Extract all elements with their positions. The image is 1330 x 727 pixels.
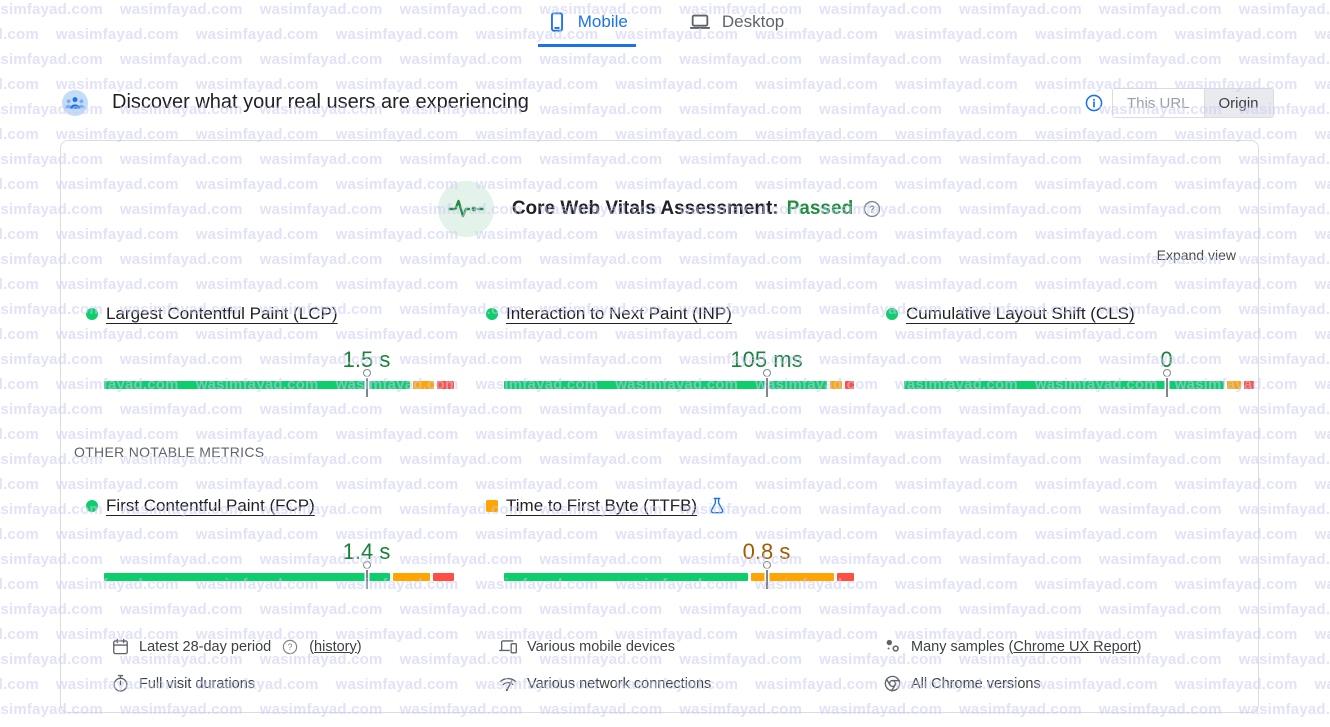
detail-devices: Various mobile devices xyxy=(498,637,675,656)
assessment-status: Passed xyxy=(786,198,854,219)
samples-suffix: ) xyxy=(1136,638,1142,655)
samples-icon xyxy=(886,639,899,652)
inp-distribution-bar xyxy=(504,381,854,389)
origin-button[interactable]: Origin xyxy=(1203,89,1273,117)
svg-text:?: ? xyxy=(288,642,293,652)
help-icon[interactable]: ? xyxy=(863,200,881,218)
laptop-icon xyxy=(689,14,710,29)
fcp-label[interactable]: First Contentful Paint (FCP) xyxy=(106,496,315,515)
ttfb-label[interactable]: Time to First Byte (TTFB) xyxy=(506,496,698,515)
field-data-card: Core Web Vitals Assessment: Passed ? Exp… xyxy=(60,140,1259,713)
tab-mobile[interactable]: Mobile xyxy=(537,0,636,47)
cwv-assessment-header: Core Web Vitals Assessment: Passed ? xyxy=(61,181,1258,237)
tab-desktop[interactable]: Desktop xyxy=(680,0,792,47)
metric-lcp: Largest Contentful Paint (LCP) 1.5 s xyxy=(86,303,464,397)
tab-mobile-label: Mobile xyxy=(577,12,628,31)
assessment-label: Core Web Vitals Assessment: xyxy=(511,198,779,219)
detail-chrome-text: All Chrome versions xyxy=(911,675,1041,692)
ttfb-value: 0.8 s xyxy=(742,539,791,564)
history-paren-open: ( xyxy=(309,638,315,655)
device-tabs: Mobile Desktop xyxy=(0,0,1330,47)
experiment-flask-icon xyxy=(710,497,724,514)
detail-period-text: Latest 28-day period xyxy=(139,638,272,655)
svg-text:?: ? xyxy=(869,205,875,216)
cls-status-dot xyxy=(886,308,898,320)
inp-value: 105 ms xyxy=(730,347,803,372)
detail-network: Various network connections xyxy=(498,674,711,693)
metric-cls: Cumulative Layout Shift (CLS) 0 xyxy=(886,303,1264,397)
detail-chrome: All Chrome versions xyxy=(883,674,1041,693)
inp-status-dot xyxy=(486,308,498,320)
expand-view-button[interactable]: Expand view xyxy=(1156,247,1236,263)
history-link-wrap: (history) xyxy=(309,639,361,655)
cls-value: 0 xyxy=(1160,347,1173,372)
lcp-distribution-bar xyxy=(104,381,454,389)
detail-durations: Full visit durations xyxy=(111,674,255,693)
real-users-icon xyxy=(62,90,88,116)
scope-toggle: This URL Origin xyxy=(1112,88,1274,118)
period-help-icon[interactable]: ? xyxy=(282,639,298,655)
crux-report-link[interactable]: Chrome UX Report xyxy=(1013,638,1137,655)
ttfb-status-square xyxy=(486,500,498,512)
lcp-label[interactable]: Largest Contentful Paint (LCP) xyxy=(106,304,338,323)
fcp-distribution-bar xyxy=(104,573,454,581)
history-link[interactable]: history xyxy=(314,638,357,655)
fcp-status-dot xyxy=(86,500,98,512)
samples-prefix: Many samples ( xyxy=(911,638,1014,655)
metric-fcp: First Contentful Paint (FCP) 1.4 s xyxy=(86,495,464,589)
detail-network-text: Various network connections xyxy=(527,675,712,692)
inp-label[interactable]: Interaction to Next Paint (INP) xyxy=(506,304,732,323)
lcp-status-dot xyxy=(86,308,98,320)
detail-samples: Many samples (Chrome UX Report) xyxy=(883,637,1141,656)
devices-icon xyxy=(499,640,517,654)
tab-desktop-label: Desktop xyxy=(721,12,785,31)
stopwatch-icon xyxy=(113,674,128,692)
metric-inp: Interaction to Next Paint (INP) 105 ms xyxy=(486,303,864,397)
phone-icon xyxy=(550,12,563,32)
calendar-icon xyxy=(113,638,128,655)
detail-durations-text: Full visit durations xyxy=(139,675,256,692)
other-metrics-section-label: OTHER NOTABLE METRICS xyxy=(74,444,265,460)
this-url-button[interactable]: This URL xyxy=(1113,89,1204,117)
samples-text-wrap: Many samples (Chrome UX Report) xyxy=(911,639,1141,655)
cls-label[interactable]: Cumulative Layout Shift (CLS) xyxy=(906,304,1135,323)
network-icon xyxy=(499,677,517,692)
fcp-value: 1.4 s xyxy=(342,539,391,564)
history-paren-close: ) xyxy=(356,638,362,655)
metric-ttfb: Time to First Byte (TTFB) 0.8 s xyxy=(486,495,864,589)
detail-devices-text: Various mobile devices xyxy=(527,638,676,655)
detail-period: Latest 28-day period ? (history) xyxy=(111,637,362,656)
info-icon[interactable] xyxy=(1085,94,1103,112)
ttfb-distribution-bar xyxy=(504,573,854,581)
page-title: Discover what your real users are experi… xyxy=(112,91,529,113)
chrome-icon xyxy=(884,675,901,692)
lcp-value: 1.5 s xyxy=(342,347,391,372)
cls-distribution-bar xyxy=(904,381,1254,389)
pulse-icon xyxy=(437,181,494,237)
